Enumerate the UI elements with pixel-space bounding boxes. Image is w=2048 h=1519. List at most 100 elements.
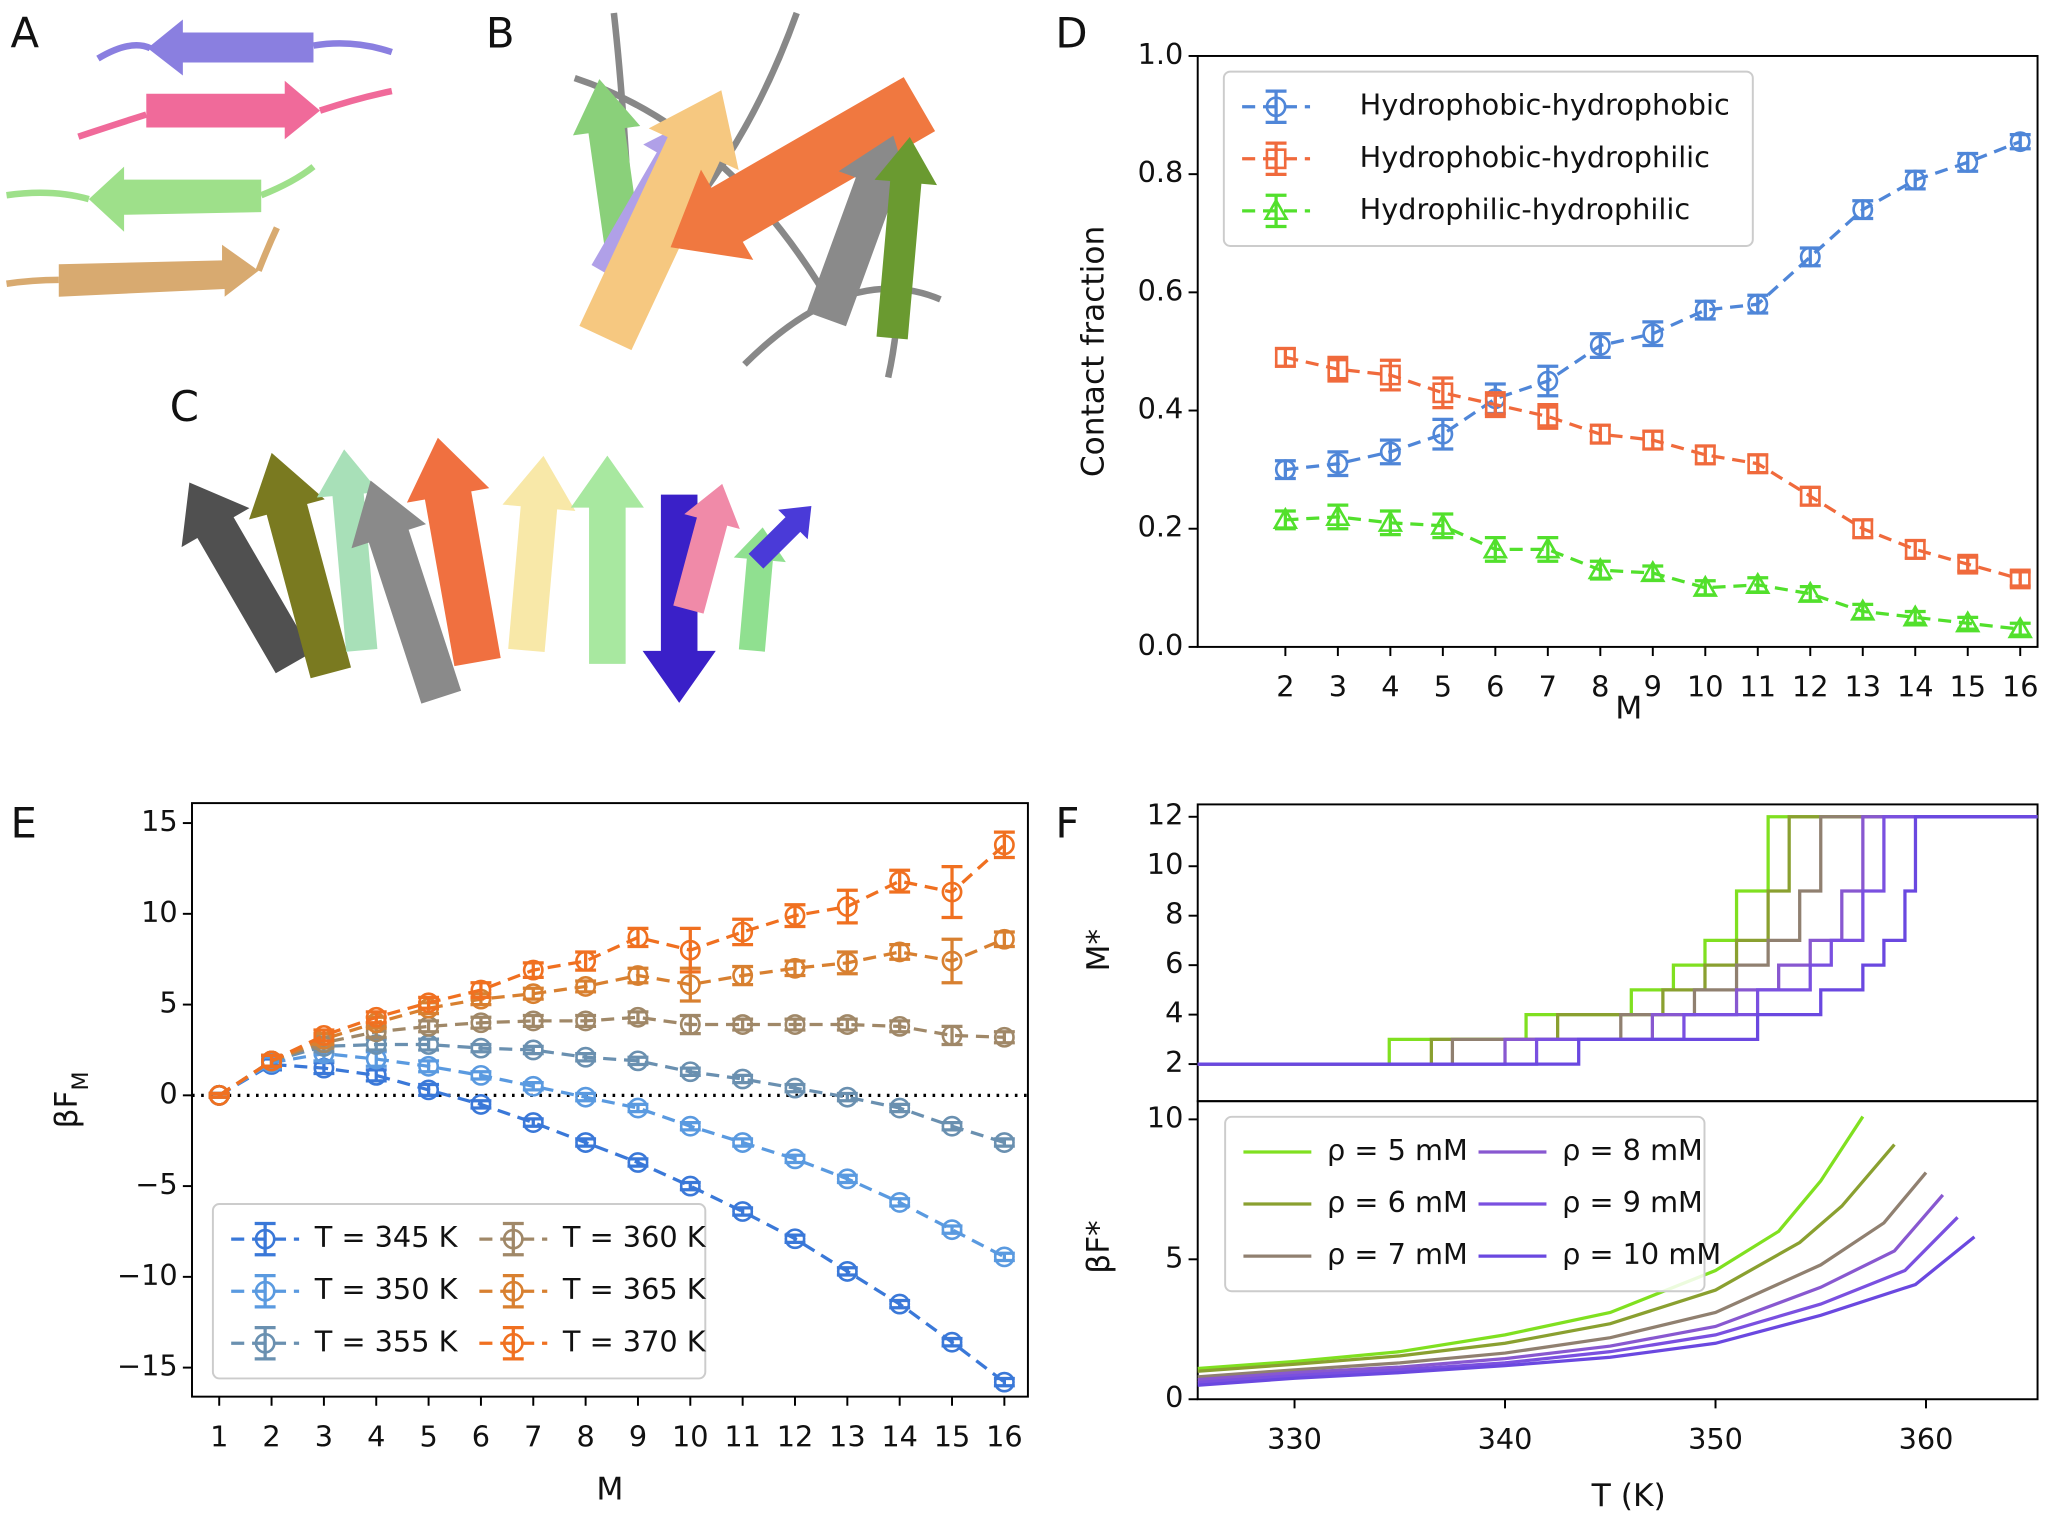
marker — [679, 939, 701, 961]
marker — [2009, 131, 2031, 153]
legend-label: ρ = 10 mM — [1562, 1237, 1721, 1271]
marker — [889, 870, 911, 892]
x-tick-label: 5 — [419, 1419, 437, 1453]
y-tick-label: −5 — [135, 1167, 177, 1201]
strand — [874, 137, 938, 340]
x-tick-label: 5 — [1434, 670, 1452, 704]
x-tick-label: 10 — [672, 1419, 709, 1453]
marker — [1692, 574, 1718, 597]
marker — [1747, 453, 1769, 475]
series-line — [1197, 1216, 1959, 1385]
marker — [1327, 453, 1349, 475]
marker — [313, 1025, 335, 1046]
marker — [1537, 370, 1559, 392]
marker — [254, 1332, 276, 1354]
strand — [58, 244, 259, 297]
marker — [502, 1228, 524, 1250]
marker — [1537, 406, 1559, 427]
marker — [889, 1015, 911, 1037]
marker — [418, 992, 440, 1014]
marker — [993, 1246, 1015, 1268]
marker — [784, 905, 806, 927]
y-axis-label-subscript: M — [67, 1071, 93, 1090]
y-tick-label: 0.4 — [1138, 392, 1184, 426]
y-tick-label: 10 — [1147, 1100, 1184, 1134]
x-tick-label: 14 — [1897, 670, 1934, 704]
marker — [575, 1010, 597, 1032]
marker — [1272, 506, 1299, 529]
strand — [570, 455, 644, 664]
marker — [784, 1014, 806, 1035]
error-bar — [1904, 609, 1926, 625]
x-tick-label: 9 — [629, 1419, 647, 1453]
marker — [522, 1112, 544, 1133]
strand — [673, 483, 740, 614]
marker — [836, 1014, 858, 1035]
marker — [1482, 536, 1509, 559]
marker — [1484, 394, 1506, 416]
x-tick-label: 340 — [1478, 1422, 1533, 1456]
marker — [1263, 197, 1289, 220]
marker — [522, 959, 544, 981]
series-line — [218, 1015, 1005, 1097]
series-line — [1197, 1143, 1896, 1373]
marker — [1265, 96, 1287, 118]
y-tick-label: 6 — [1165, 946, 1183, 980]
marker — [836, 1260, 858, 1282]
marker — [502, 1332, 524, 1354]
error-bar — [2009, 570, 2031, 588]
strand — [351, 480, 462, 704]
marker — [993, 834, 1015, 856]
marker — [1852, 518, 1874, 540]
legend-label: T = 345 K — [314, 1220, 459, 1254]
panel-label: F — [1055, 799, 1079, 848]
y-tick-label: 0.8 — [1138, 155, 1184, 189]
y-tick-label: 10 — [141, 895, 178, 929]
x-tick-label: 1 — [210, 1419, 228, 1453]
series-line — [218, 1051, 1006, 1259]
marker — [1377, 509, 1404, 532]
error-bar — [2009, 621, 2031, 637]
marker — [254, 1228, 276, 1250]
series-line — [218, 1042, 1005, 1145]
y-tick-label: 0.6 — [1138, 273, 1184, 307]
legend-label: Hydrophilic-hydrophilic — [1360, 192, 1690, 226]
marker — [732, 1132, 754, 1153]
marker — [365, 1006, 387, 1028]
error-bar — [679, 926, 701, 974]
x-tick-label: 13 — [829, 1419, 866, 1453]
legend-label: ρ = 5 mM — [1327, 1133, 1468, 1167]
marker — [1265, 148, 1287, 170]
x-tick-label: 15 — [934, 1419, 971, 1453]
x-axis-label: M — [1615, 690, 1642, 726]
legend-box — [211, 1203, 707, 1380]
marker — [941, 1331, 963, 1353]
marker — [941, 1219, 963, 1241]
strand-tail — [6, 164, 316, 203]
marker — [1430, 512, 1456, 535]
series-line — [218, 843, 1006, 1097]
y-tick-label: 0 — [1165, 1380, 1183, 1414]
error-bar — [1957, 615, 1979, 631]
x-tick-label: 8 — [1591, 670, 1609, 704]
series-line — [1197, 1235, 1976, 1387]
strand — [147, 19, 314, 76]
marker — [627, 965, 649, 986]
marker — [575, 1086, 597, 1108]
strand — [181, 482, 312, 674]
x-tick-label: 7 — [1539, 670, 1557, 704]
error-bar — [1957, 555, 1979, 573]
marker — [418, 1055, 440, 1077]
marker — [1694, 444, 1716, 466]
marker — [627, 1097, 649, 1119]
x-tick-label: 14 — [881, 1419, 918, 1453]
y-tick-label: 5 — [159, 986, 177, 1020]
marker — [784, 957, 806, 979]
marker — [993, 1026, 1015, 1048]
x-tick-label: 16 — [986, 1419, 1023, 1453]
panel-label: B — [486, 8, 515, 57]
marker — [1642, 429, 1664, 451]
marker — [1957, 553, 1979, 575]
marker — [1799, 246, 1821, 268]
